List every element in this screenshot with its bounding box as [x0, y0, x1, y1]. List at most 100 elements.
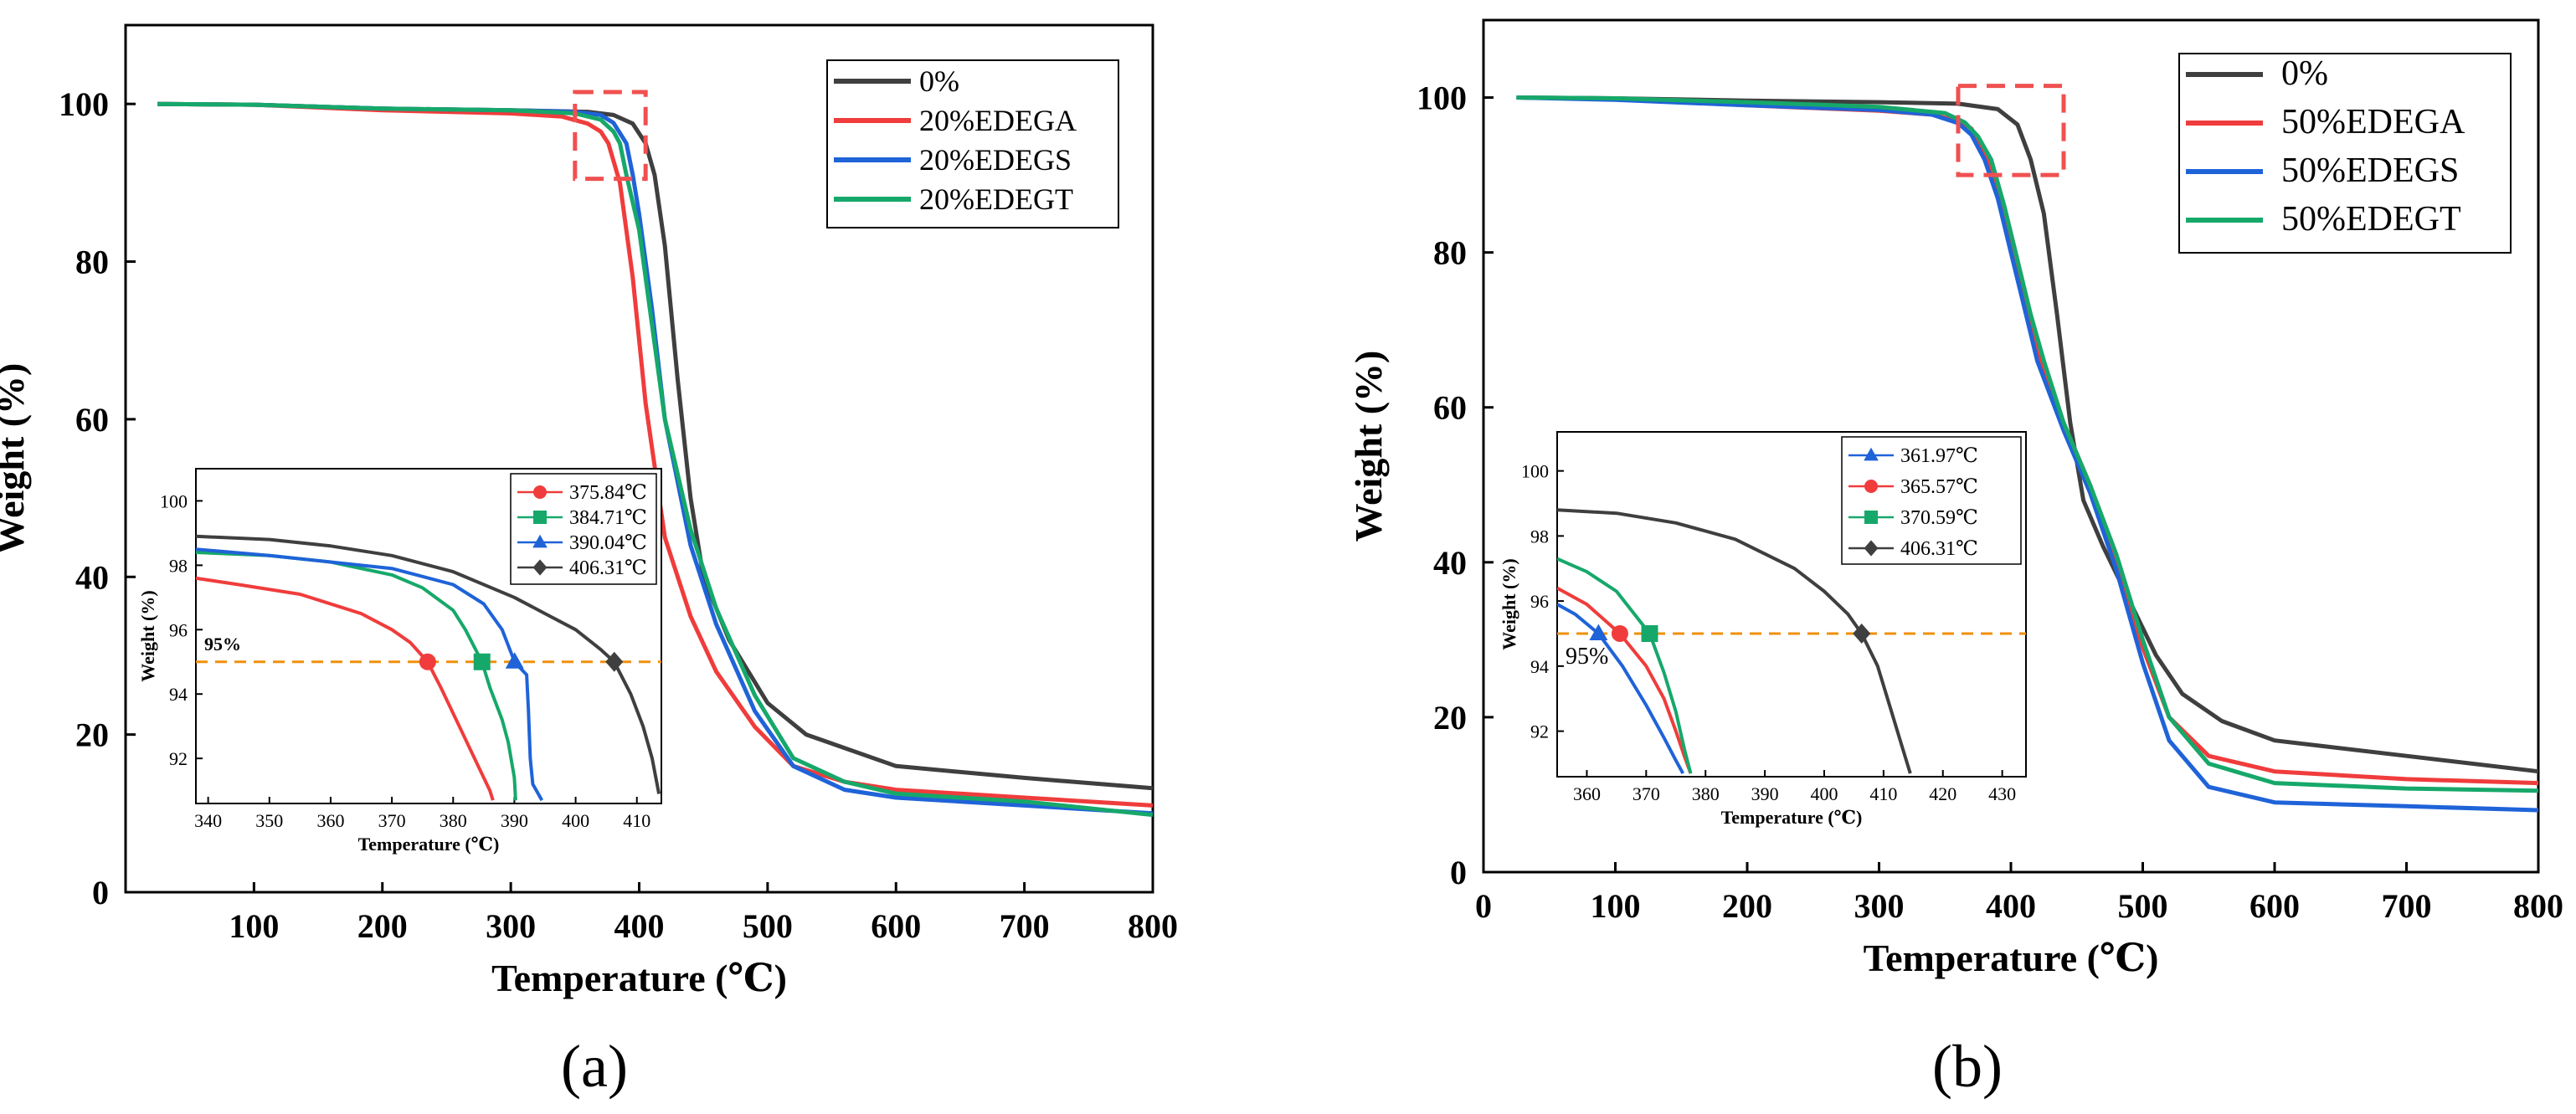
inset-marker-2	[505, 652, 524, 669]
series-line-3	[1516, 95, 2539, 793]
y-axis-title: Weight (%)	[0, 363, 32, 555]
inset-y-tick-label: 94	[1530, 656, 1549, 677]
x-tick-label: 500	[743, 907, 793, 945]
panel-a-chart: 100 200 300 400 500 600 700 800 0 20 40 60 80 100 Temp…	[0, 23, 1178, 999]
inset-legend-marker	[533, 485, 547, 499]
x-tick-label: 300	[486, 907, 536, 945]
inset-legend-entry: 384.71℃	[569, 507, 647, 529]
x-tick-label: 400	[614, 907, 665, 945]
inset-legend-marker	[532, 559, 548, 576]
x-tick-label: 700	[1000, 907, 1050, 945]
x-tick-label: 400	[1986, 887, 2036, 925]
inset-y-tick-label: 96	[1530, 591, 1549, 612]
inset-legend-marker	[1864, 511, 1878, 524]
inset-x-tick-label: 370	[378, 810, 406, 831]
x-axis-title: Temperature (℃)	[1864, 937, 2159, 979]
inset-legend-entry: 361.97℃	[1900, 445, 1978, 467]
y-tick-label: 60	[75, 401, 109, 439]
y-tick-label: 100	[59, 85, 109, 123]
x-tick-label: 200	[1722, 887, 1772, 925]
main-legend: 0% 50%EDEGA 50%EDEGS 50%EDEGT	[2178, 53, 2512, 254]
inset-x-tick-label: 370	[1632, 783, 1660, 804]
inset-y-tick-label: 92	[169, 748, 188, 769]
inset-series-line-3	[1557, 557, 1693, 774]
x-tick-label: 200	[357, 907, 408, 945]
inset-curves	[1557, 508, 1912, 775]
inset-x-tick-label: 400	[1810, 783, 1838, 804]
inset-series-line-3	[196, 547, 544, 802]
inset-y-axis-title: Weight (%)	[1499, 558, 1519, 649]
inset-chart: 360 370 380 390 400 410 420 430 92 94 96 98 100 Tempe…	[1499, 431, 2027, 828]
x-tick-label: 600	[871, 907, 921, 945]
y-tick-label: 100	[1417, 80, 1467, 117]
inset-curves	[196, 534, 661, 802]
y-tick-label: 20	[1433, 699, 1467, 737]
panel-b-chart: 0 100 200 300 400 500 600 700 800 0 20 40 60 80 100 Tem…	[1347, 18, 2563, 979]
x-tick-label: 500	[2118, 887, 2168, 925]
x-tick-label: 800	[1128, 907, 1178, 945]
inset-series-line-1	[196, 576, 495, 801]
inset-x-tick-label: 350	[255, 810, 283, 831]
legend-entry: 20%EDEGA	[919, 104, 1077, 137]
y-tick-label: 40	[1433, 544, 1467, 582]
inset-marker-3	[605, 651, 624, 672]
inset-x-tick-label: 410	[623, 810, 650, 831]
y-tick-label: 40	[75, 558, 109, 596]
inset-x-tick-label: 410	[1869, 783, 1897, 804]
inset-legend-marker	[533, 511, 547, 524]
inset-x-tick-label: 340	[194, 810, 222, 831]
inset-legend-marker	[532, 534, 548, 548]
inset-y-tick-label: 98	[169, 555, 188, 576]
inset-y-tick-label: 92	[1530, 721, 1549, 742]
inset-legend: 361.97℃ 365.57℃ 370.59℃ 406.31℃	[1841, 436, 2022, 565]
inset-marker-0	[1589, 624, 1608, 640]
inset-legend: 375.84℃ 384.71℃ 390.04℃ 406.31℃	[510, 473, 657, 585]
legend-entry: 20%EDEGT	[919, 182, 1073, 216]
legend-entry: 50%EDEGT	[2281, 200, 2461, 239]
inset-y-axis-title: Weight (%)	[137, 590, 158, 681]
zoom-highlight-box	[573, 90, 648, 182]
x-axis-title: Temperature (℃)	[491, 957, 787, 999]
x-tick-label: 700	[2382, 887, 2432, 925]
inset-series-line-1	[1557, 586, 1693, 774]
inset-y-tick-label: 100	[1521, 461, 1549, 482]
threshold-95-label: 95%	[204, 634, 241, 655]
main-legend: 0% 20%EDEGA 20%EDEGS 20%EDEGT	[826, 59, 1119, 228]
inset-x-tick-label: 430	[1988, 783, 2016, 804]
panel-b-label: (b)	[1932, 1033, 2003, 1100]
x-tick-label: 0	[1475, 887, 1492, 925]
inset-series-line-0	[196, 534, 661, 794]
inset-series-line-2	[1557, 603, 1685, 775]
series-line-0	[1516, 95, 2539, 774]
inset-y-tick-label: 100	[160, 490, 188, 511]
inset-legend-entry: 406.31℃	[1900, 538, 1978, 560]
inset-legend-marker	[1864, 480, 1878, 493]
inset-x-tick-label: 380	[1692, 783, 1720, 804]
inset-legend-entry: 370.59℃	[1900, 507, 1978, 529]
y-tick-label: 0	[92, 874, 109, 911]
legend-entry: 50%EDEGA	[2281, 103, 2465, 141]
y-tick-label: 0	[1450, 854, 1467, 891]
legend-entry: 20%EDEGS	[919, 143, 1072, 177]
inset-y-tick-label: 94	[169, 684, 188, 705]
inset-marker-3	[1853, 623, 1871, 644]
y-tick-label: 80	[1433, 234, 1467, 272]
panel-a-label: (a)	[561, 1033, 628, 1100]
inset-marker-0	[419, 653, 436, 670]
inset-legend-entry: 365.57℃	[1900, 476, 1978, 498]
inset-x-tick-label: 420	[1929, 783, 1956, 804]
y-tick-label: 60	[1433, 389, 1467, 427]
x-tick-label: 800	[2513, 887, 2563, 925]
inset-marker-1	[1611, 624, 1628, 642]
x-tick-label: 300	[1854, 887, 1905, 925]
y-tick-label: 80	[75, 244, 109, 281]
inset-series-line-0	[1557, 508, 1912, 774]
legend-entry: 50%EDEGS	[2281, 151, 2459, 190]
inset-x-tick-label: 390	[501, 810, 528, 831]
inset-chart: 340 350 360 370 380 390 400 410 92 94 96 98 100 Tempe…	[137, 468, 662, 855]
inset-y-tick-label: 96	[169, 619, 188, 640]
zoom-highlight-box	[1956, 84, 2066, 177]
series-line-2	[1516, 95, 2539, 813]
y-axis-title: Weight (%)	[1347, 351, 1390, 542]
